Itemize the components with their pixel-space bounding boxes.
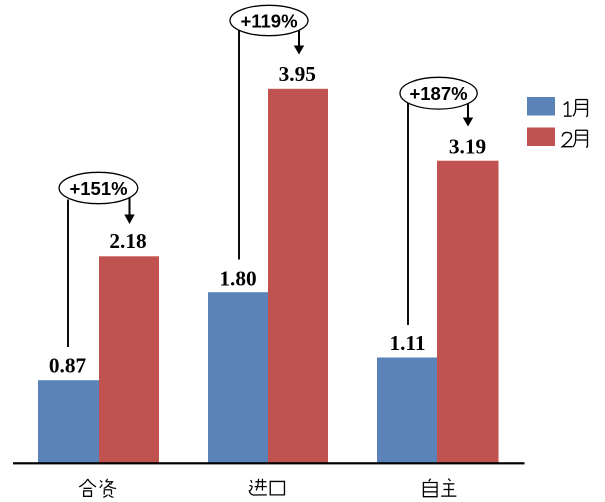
- svg-text:+119%: +119%: [240, 10, 297, 31]
- svg-text:1.80: 1.80: [219, 266, 256, 290]
- svg-text:+151%: +151%: [69, 178, 127, 199]
- svg-text:2.18: 2.18: [109, 229, 146, 253]
- svg-text:1.11: 1.11: [389, 331, 425, 355]
- svg-text:+187%: +187%: [409, 83, 467, 104]
- svg-text:3.19: 3.19: [449, 134, 486, 158]
- svg-text:3.95: 3.95: [279, 62, 316, 86]
- svg-text:0.87: 0.87: [49, 354, 87, 378]
